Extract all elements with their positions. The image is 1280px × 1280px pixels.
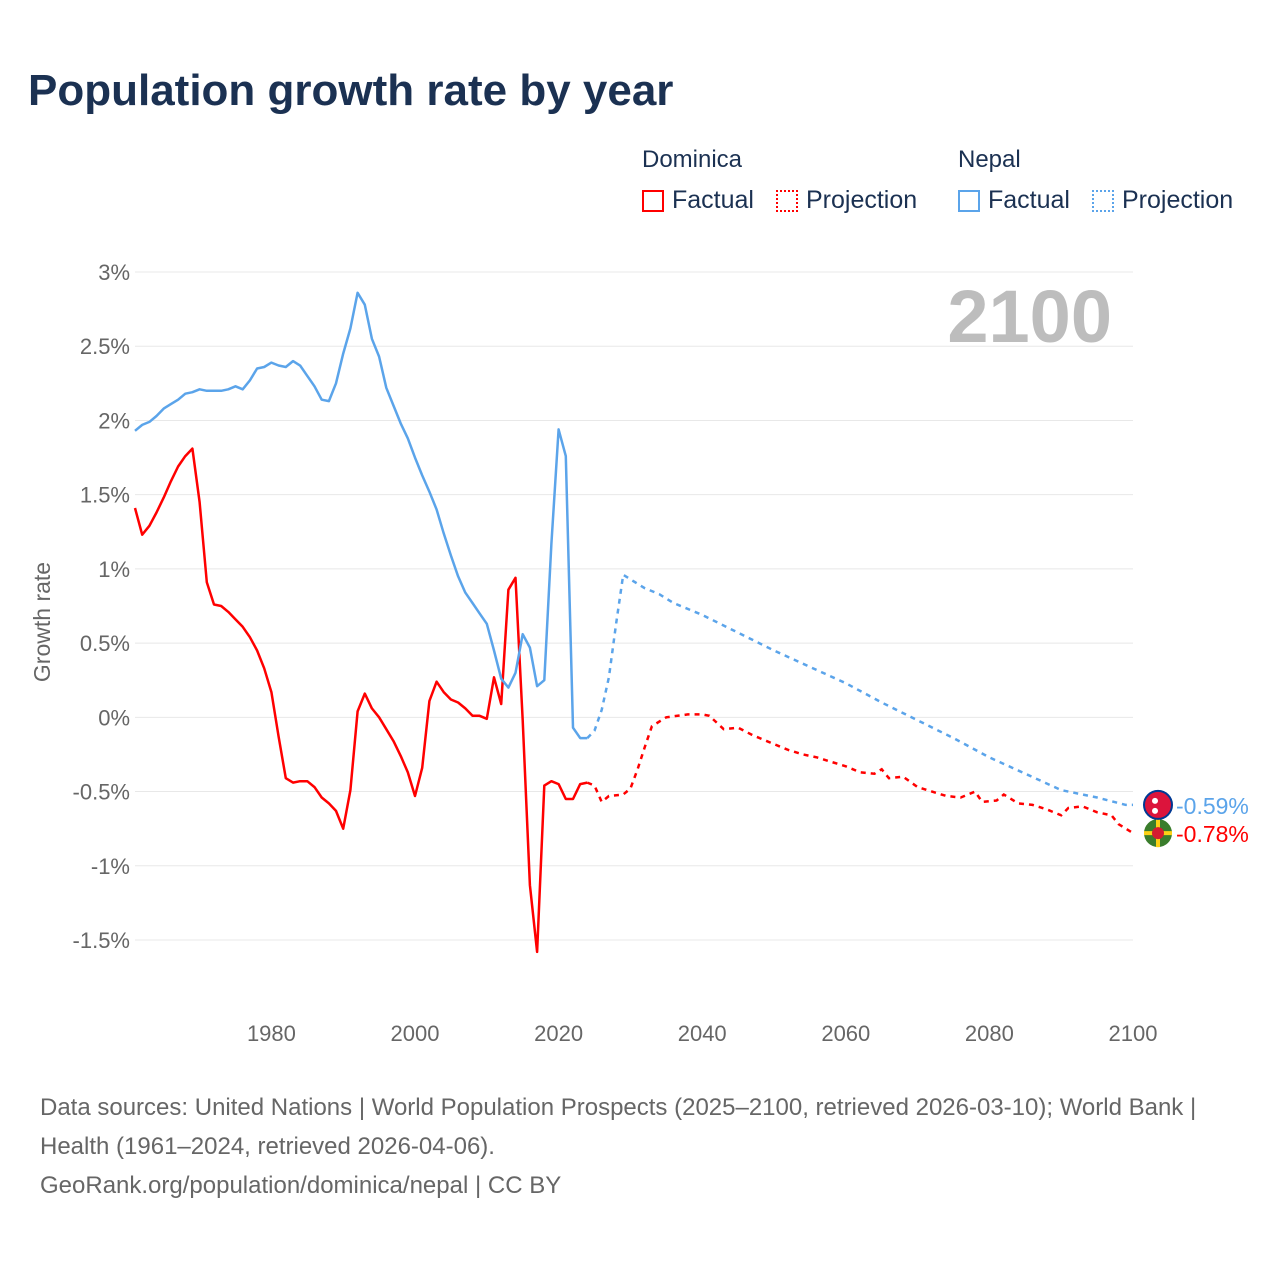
year-watermark: 2100 — [947, 275, 1112, 358]
legend-swatch — [1092, 189, 1114, 212]
legend-label: Factual — [988, 186, 1070, 214]
y-tick-label: 1% — [98, 557, 130, 582]
legend-swatch — [776, 189, 798, 212]
dominica-projection-line — [586, 713, 1134, 835]
dominica-end-label: -0.78% — [1176, 821, 1249, 847]
y-tick-label: -1.5% — [73, 928, 130, 953]
attribution-link[interactable]: GeoRank.org/population/dominica/nepal | … — [40, 1172, 562, 1199]
legend-nepal-projection[interactable]: Projection — [1092, 186, 1233, 215]
y-tick-label: 0.5% — [80, 631, 130, 656]
dominica-flag-icon — [1144, 819, 1172, 848]
legend-nepal-factual[interactable]: Factual — [958, 186, 1070, 215]
legend-label: Projection — [806, 186, 918, 214]
legend-dominica-factual[interactable]: Factual — [642, 186, 754, 215]
dominica-factual-line — [133, 447, 588, 954]
nepal-end-label: -0.59% — [1176, 793, 1249, 819]
legend-dominica-projection[interactable]: Projection — [776, 186, 917, 215]
y-axis-label: Growth rate — [29, 562, 55, 682]
x-tick-label: 2060 — [821, 1021, 870, 1046]
legend-label: Projection — [1122, 186, 1234, 214]
y-tick-label: 0% — [98, 705, 130, 730]
flag-bg — [1143, 789, 1173, 820]
x-tick-label: 1980 — [247, 1021, 296, 1046]
y-tick-label: 3% — [98, 260, 130, 285]
flag-disc — [1152, 827, 1164, 840]
nepal-projection-line — [586, 572, 1133, 807]
x-tick-label: 2040 — [678, 1021, 727, 1046]
y-tick-label: -0.5% — [73, 780, 130, 805]
y-tick-label: -1% — [91, 854, 130, 879]
legend-swatch — [958, 189, 980, 212]
plot-area: 3% 2.5% 2% 1.5% 1% 0.5% 0% -0.5% -1% -1.5% 1980 200… — [29, 260, 1249, 1046]
flag-sun — [1152, 807, 1158, 814]
x-tick-label: 2000 — [391, 1021, 440, 1046]
flag-moon — [1152, 797, 1158, 804]
x-tick-label: 2100 — [1109, 1021, 1158, 1046]
x-tick-label: 2080 — [965, 1021, 1014, 1046]
y-tick-label: 2% — [98, 408, 130, 433]
legend-label: Factual — [672, 186, 754, 214]
y-tick-label: 2.5% — [80, 334, 130, 359]
legend-swatch — [642, 189, 664, 212]
footer: Data sources: United Nations | World Pop… — [40, 1088, 1240, 1205]
legend-group-nepal: Nepal — [958, 146, 1021, 173]
nepal-flag-icon — [1143, 789, 1173, 820]
y-tick-label: 1.5% — [80, 483, 130, 508]
data-sources: Data sources: United Nations | World Pop… — [40, 1094, 1197, 1160]
legend-group-dominica: Dominica — [642, 146, 743, 173]
nepal-factual-line — [134, 291, 588, 740]
x-tick-label: 2020 — [534, 1021, 583, 1046]
chart-title: Population growth rate by year — [28, 66, 674, 115]
